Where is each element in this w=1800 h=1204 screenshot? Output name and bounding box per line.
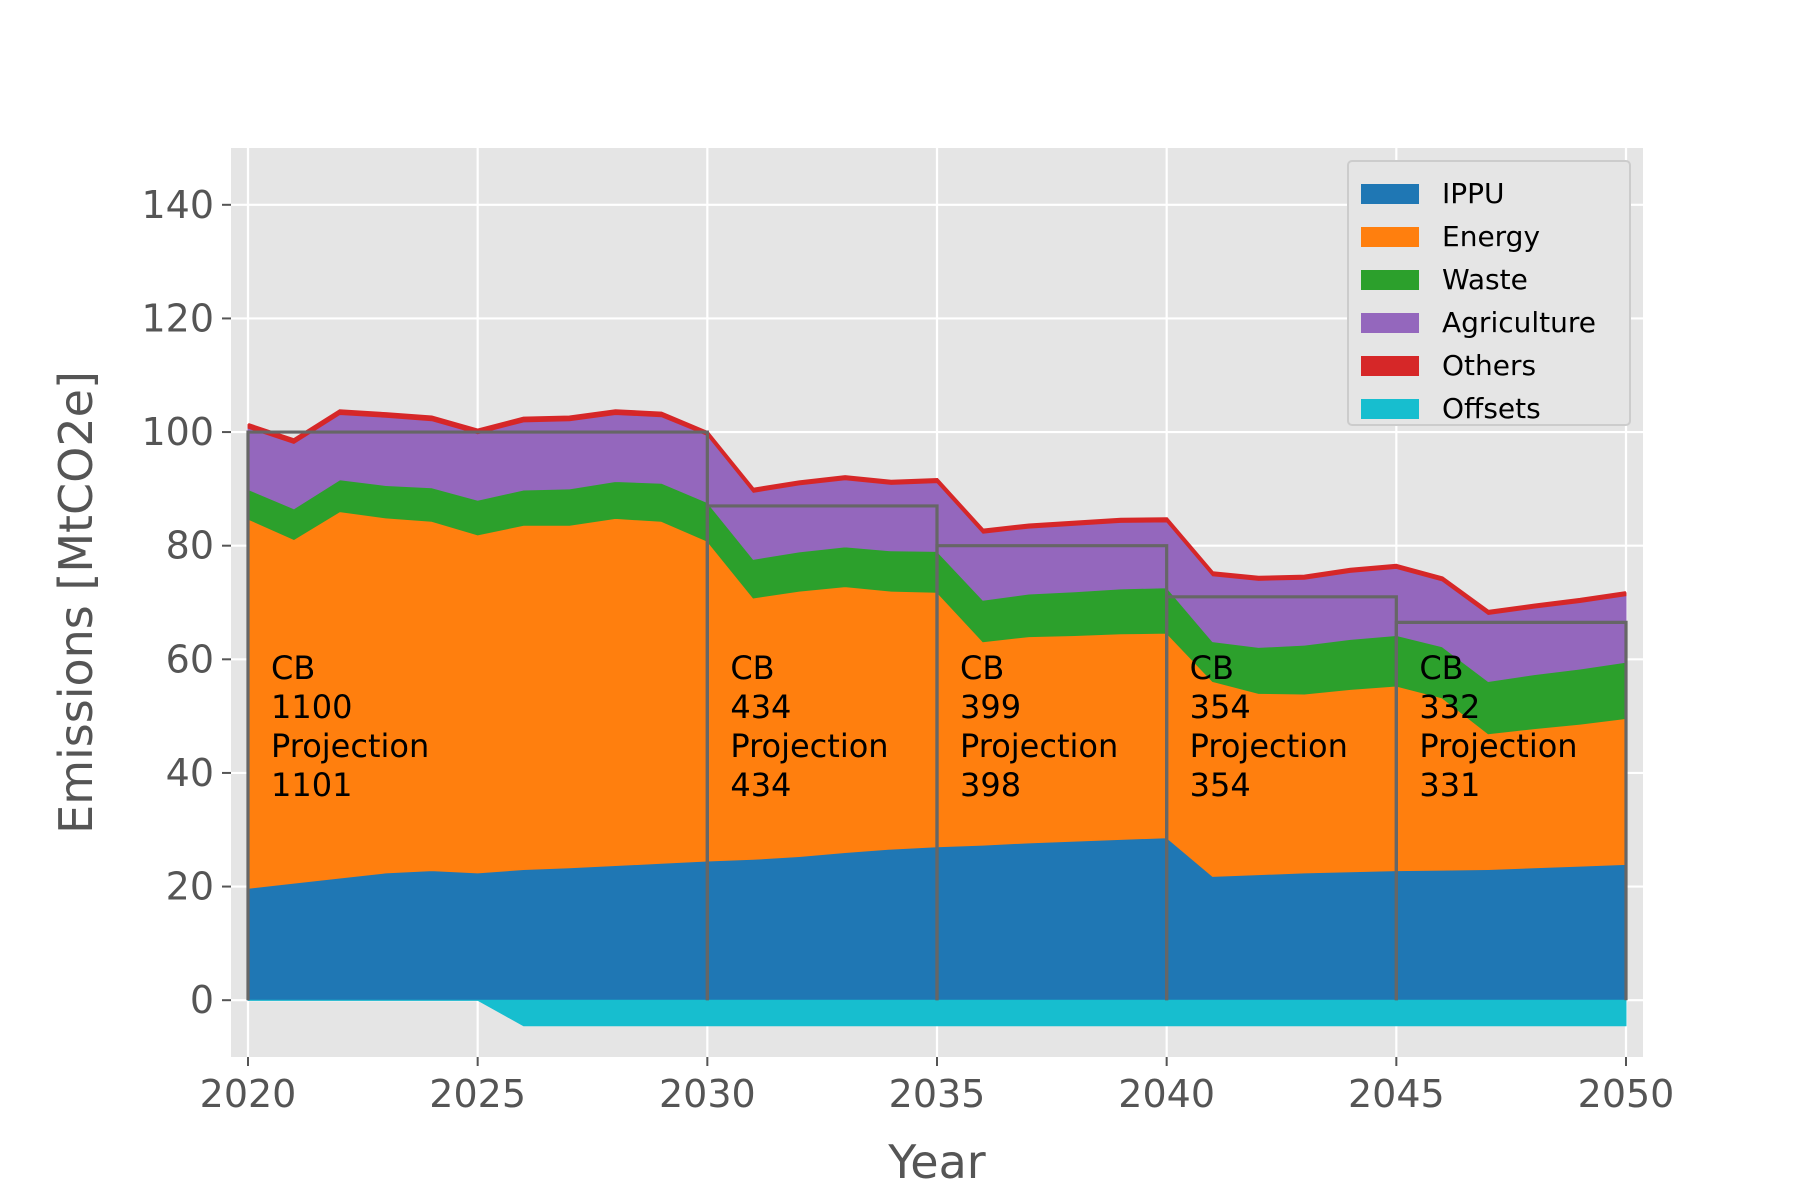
legend-swatch-others — [1361, 356, 1419, 376]
x-tick-label: 2030 — [659, 1072, 756, 1116]
legend: IPPU Energy Waste Agriculture Others Offsets — [1347, 160, 1631, 426]
budget-annotation: CB 332 Projection 331 — [1419, 649, 1577, 804]
budget-annotation-line: 434 — [730, 688, 791, 726]
budget-annotation-line: CB — [1190, 649, 1234, 687]
budget-annotation-line: Projection — [1419, 727, 1577, 765]
legend-label: Agriculture — [1442, 306, 1596, 339]
budget-annotation-line: CB — [730, 649, 774, 687]
budget-annotation-line: 354 — [1190, 766, 1251, 804]
carbon-budget-boxes — [246, 430, 1628, 1001]
budget-annotation-line: 399 — [960, 688, 1021, 726]
y-tick-label: 40 — [166, 751, 214, 795]
x-tick-label: 2045 — [1348, 1072, 1445, 1116]
y-tick-label: 80 — [166, 524, 214, 568]
budget-annotation-line: Projection — [1190, 727, 1348, 765]
budget-annotation-line: 1101 — [271, 766, 352, 804]
budget-annotation-line: Projection — [271, 727, 429, 765]
legend-swatch-agriculture — [1361, 313, 1419, 333]
budget-annotation: CB 434 Projection 434 — [730, 649, 888, 804]
budget-annotation: CB 354 Projection 354 — [1190, 649, 1348, 804]
y-tick-label: 60 — [166, 637, 214, 681]
legend-label: IPPU — [1442, 177, 1505, 210]
budget-annotation-line: CB — [1419, 649, 1463, 687]
y-tick-label: 120 — [141, 296, 214, 340]
x-axis-label: Year — [887, 1135, 985, 1189]
budget-annotation-line: CB — [960, 649, 1004, 687]
budget-annotation-line: CB — [271, 649, 315, 687]
budget-annotation-line: 398 — [960, 766, 1021, 804]
legend-swatch-ippu — [1361, 184, 1419, 204]
area-offsets — [248, 999, 1627, 1027]
y-tick-label: 0 — [190, 978, 214, 1022]
total-emissions-line — [247, 409, 1627, 614]
budget-annotation: CB 399 Projection 398 — [960, 649, 1118, 804]
legend-label: Offsets — [1442, 392, 1541, 425]
legend-swatch-offsets — [1361, 399, 1419, 419]
budget-box — [1394, 620, 1628, 1001]
x-tick-label: 2020 — [200, 1072, 297, 1116]
budget-annotation-line: 331 — [1419, 766, 1480, 804]
axes: 2020 2025 2030 2035 2040 2045 2050020406080100… — [141, 183, 1674, 1116]
budget-annotation: CB 1100 Projection 1101 — [271, 649, 429, 804]
y-tick-label: 100 — [141, 410, 214, 454]
y-axis-label: Emissions [MtCO2e] — [49, 371, 103, 834]
budget-annotation-line: 434 — [730, 766, 791, 804]
y-tick-label: 140 — [141, 183, 214, 227]
x-tick-label: 2050 — [1578, 1072, 1675, 1116]
budget-annotation-line: 354 — [1190, 688, 1251, 726]
x-tick-label: 2025 — [429, 1072, 526, 1116]
legend-label: Energy — [1442, 220, 1540, 253]
legend-swatch-waste — [1361, 270, 1419, 290]
legend-label: Waste — [1442, 263, 1528, 296]
x-tick-label: 2040 — [1118, 1072, 1215, 1116]
budget-annotation-line: 332 — [1419, 688, 1480, 726]
budget-annotation-line: Projection — [960, 727, 1118, 765]
budget-annotation-line: 1100 — [271, 688, 352, 726]
budget-annotation-line: Projection — [730, 727, 888, 765]
legend-swatch-energy — [1361, 227, 1419, 247]
y-tick-label: 20 — [166, 865, 214, 909]
x-tick-label: 2035 — [889, 1072, 986, 1116]
legend-label: Others — [1442, 349, 1536, 382]
